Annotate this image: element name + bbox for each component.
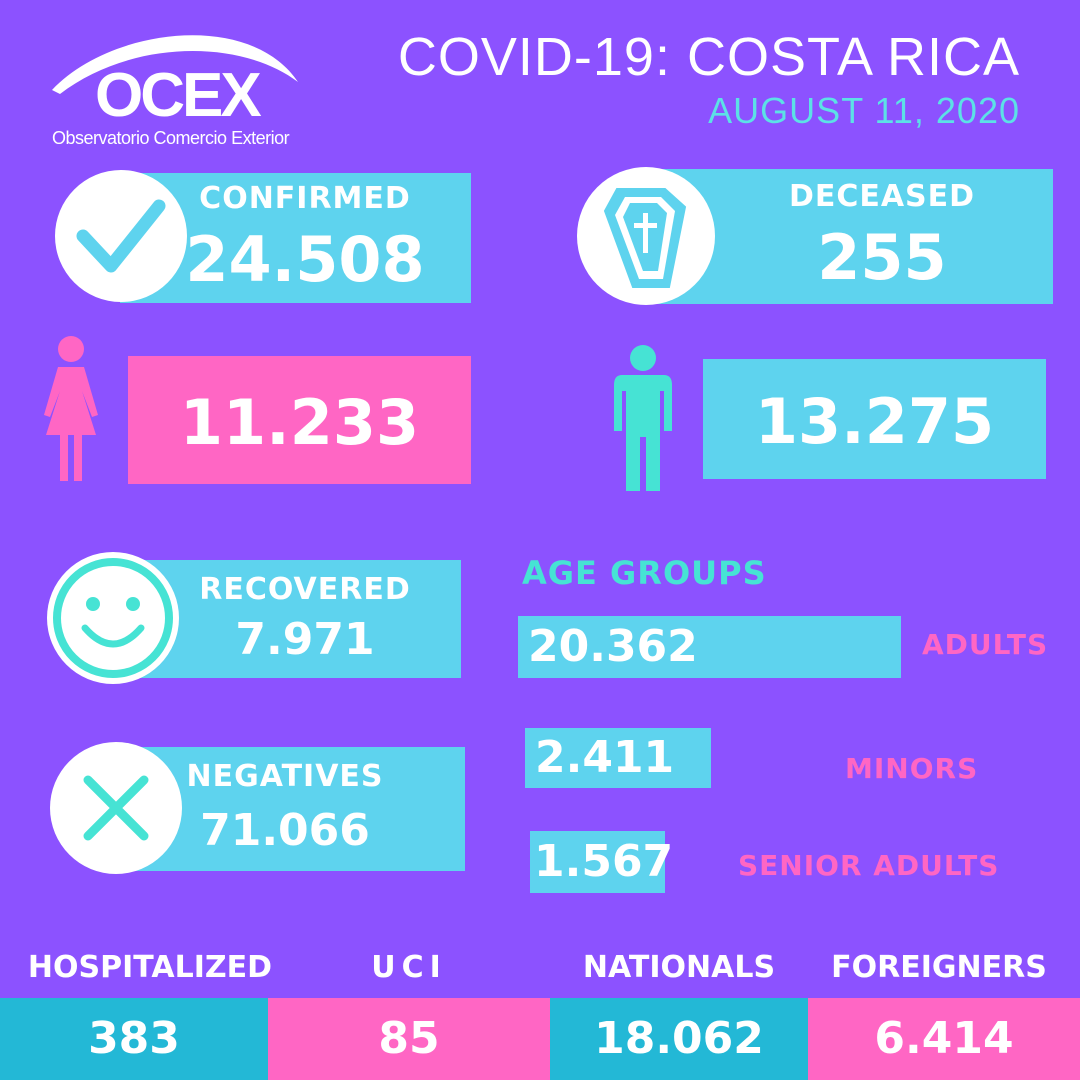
hospitalized-label: HOSPITALIZED (27, 950, 273, 985)
negatives-label: NEGATIVES (186, 759, 384, 794)
nationals-value: 18.062 (550, 998, 808, 1080)
x-icon (50, 742, 182, 874)
women-card: 11.233 (128, 356, 471, 484)
smiley-icon (47, 552, 179, 684)
hospitalized-value: 383 (0, 998, 268, 1080)
age-seniors-label: SENIOR ADULTS (738, 849, 1000, 882)
age-adults-bar: 20.362 (518, 616, 901, 678)
age-seniors-bar: 1.567 (530, 831, 673, 893)
foreigners-label: FOREIGNERS (831, 950, 1047, 985)
uci-label: UCI (371, 950, 447, 985)
recovered-value: 7.971 (235, 614, 375, 665)
report-date: AUGUST 11, 2020 (708, 90, 1020, 131)
men-value: 13.275 (754, 385, 995, 458)
men-card: 13.275 (703, 359, 1046, 479)
deceased-value: 255 (817, 221, 947, 294)
confirmed-label: CONFIRMED (199, 181, 411, 216)
age-minors-bar: 2.411 (525, 728, 711, 788)
checkmark-icon (55, 170, 187, 302)
uci-value: 85 (268, 998, 550, 1080)
deceased-card: DECEASED 255 (652, 169, 1053, 304)
age-minors-label: MINORS (845, 752, 979, 785)
logo-arc-icon (52, 35, 298, 94)
age-adults-label: ADULTS (922, 628, 1049, 661)
ocex-logo: OCEX Observatorio Comercio Exterior (50, 20, 320, 160)
deceased-label: DECEASED (788, 179, 976, 214)
foreigners-value: 6.414 (808, 998, 1080, 1080)
male-icon (610, 345, 676, 495)
negatives-value: 71.066 (200, 805, 370, 856)
negatives-card: NEGATIVES 71.066 (120, 747, 465, 871)
logo-subtitle: Observatorio Comercio Exterior (52, 128, 290, 148)
confirmed-value: 24.508 (185, 223, 425, 296)
female-icon (38, 335, 104, 485)
logo-wordmark: OCEX (95, 61, 262, 130)
nationals-label: NATIONALS (582, 950, 776, 985)
recovered-label: RECOVERED (199, 572, 411, 607)
coffin-icon (577, 167, 715, 305)
age-groups-title: AGE GROUPS (522, 554, 767, 592)
women-value: 11.233 (179, 386, 420, 459)
page-title: COVID-19: COSTA RICA (397, 27, 1020, 87)
